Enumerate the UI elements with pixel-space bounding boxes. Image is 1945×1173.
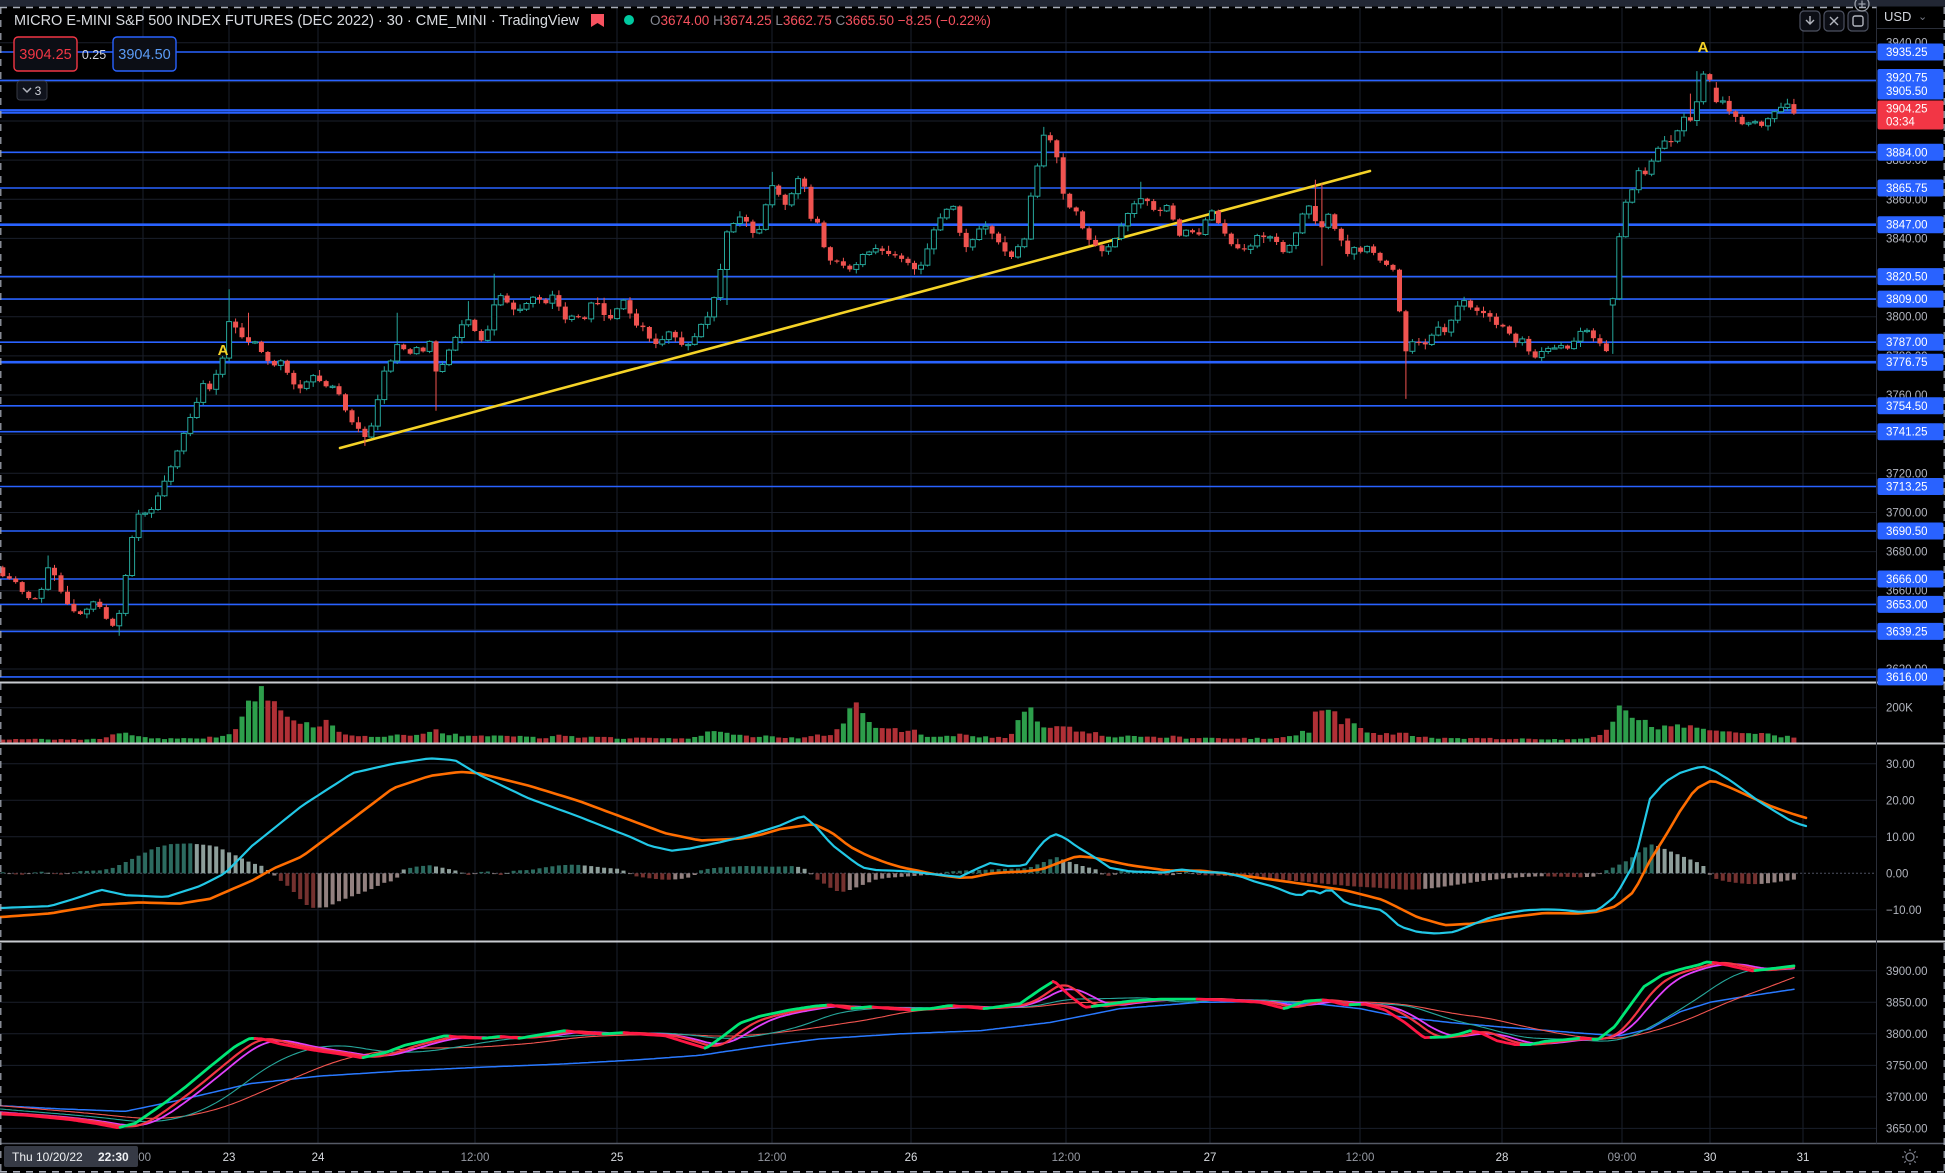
svg-text:3820.50: 3820.50 — [1886, 272, 1928, 284]
svg-text:−10.00: −10.00 — [1886, 905, 1922, 917]
svg-text:3750.00: 3750.00 — [1886, 1060, 1928, 1072]
svg-text:22:30: 22:30 — [98, 1150, 129, 1164]
svg-text:3860.00: 3860.00 — [1886, 194, 1928, 206]
svg-text:24: 24 — [312, 1152, 325, 1164]
svg-text:3884.00: 3884.00 — [1886, 147, 1928, 159]
svg-text:3904.25: 3904.25 — [19, 47, 71, 63]
svg-text:3776.75: 3776.75 — [1886, 357, 1928, 369]
svg-text:12:00: 12:00 — [1346, 1152, 1375, 1164]
svg-text:200K: 200K — [1886, 703, 1913, 715]
svg-text:23: 23 — [223, 1152, 236, 1164]
svg-text:12:00: 12:00 — [1052, 1152, 1081, 1164]
svg-text:3: 3 — [35, 84, 42, 98]
svg-text:3920.75: 3920.75 — [1886, 73, 1928, 85]
svg-text:28: 28 — [1496, 1152, 1509, 1164]
svg-text:27: 27 — [1204, 1152, 1217, 1164]
svg-text:3800.00: 3800.00 — [1886, 312, 1928, 324]
svg-text:30: 30 — [1704, 1152, 1717, 1164]
svg-text:3904.25: 3904.25 — [1886, 104, 1928, 116]
svg-text:3847.00: 3847.00 — [1886, 220, 1928, 232]
svg-text:MICRO E-MINI S&P 500 INDEX FUT: MICRO E-MINI S&P 500 INDEX FUTURES (DEC … — [14, 13, 580, 29]
svg-text:10.00: 10.00 — [1886, 832, 1915, 844]
svg-text:3935.25: 3935.25 — [1886, 47, 1928, 59]
svg-text:3800.00: 3800.00 — [1886, 1029, 1928, 1041]
svg-text:3660.00: 3660.00 — [1886, 586, 1928, 598]
svg-text:09:00: 09:00 — [1608, 1152, 1637, 1164]
svg-text:03:34: 03:34 — [1886, 117, 1915, 129]
svg-text:A: A — [1698, 39, 1709, 56]
svg-text:3700.00: 3700.00 — [1886, 1092, 1928, 1104]
svg-text:O3674.00 H3674.25 L3662.75 C36: O3674.00 H3674.25 L3662.75 C3665.50 −8.2… — [650, 13, 991, 28]
svg-text:3720.00: 3720.00 — [1886, 468, 1928, 480]
svg-text:12:00: 12:00 — [758, 1152, 787, 1164]
svg-text:3905.50: 3905.50 — [1886, 86, 1928, 98]
svg-text:12:00: 12:00 — [461, 1152, 490, 1164]
svg-text:3741.25: 3741.25 — [1886, 427, 1928, 439]
svg-text:3850.00: 3850.00 — [1886, 997, 1928, 1009]
svg-text:0.25: 0.25 — [82, 48, 106, 62]
svg-text:3900.00: 3900.00 — [1886, 966, 1928, 978]
svg-text:3700.00: 3700.00 — [1886, 508, 1928, 520]
svg-text:3650.00: 3650.00 — [1886, 1123, 1928, 1135]
svg-text:3754.50: 3754.50 — [1886, 401, 1928, 413]
svg-text::00: :00 — [135, 1152, 151, 1164]
svg-text:3653.00: 3653.00 — [1886, 599, 1928, 611]
svg-text:3690.50: 3690.50 — [1886, 526, 1928, 538]
svg-text:USD: USD — [1884, 9, 1911, 24]
svg-text:20.00: 20.00 — [1886, 795, 1915, 807]
svg-text:3680.00: 3680.00 — [1886, 547, 1928, 559]
svg-text:3865.75: 3865.75 — [1886, 183, 1928, 195]
svg-text:3787.00: 3787.00 — [1886, 337, 1928, 349]
svg-text:A: A — [218, 342, 229, 359]
svg-text:3809.00: 3809.00 — [1886, 294, 1928, 306]
svg-text:0.00: 0.00 — [1886, 868, 1908, 880]
svg-text:3840.00: 3840.00 — [1886, 233, 1928, 245]
svg-text:26: 26 — [905, 1152, 918, 1164]
svg-text:3666.00: 3666.00 — [1886, 574, 1928, 586]
svg-text:25: 25 — [611, 1152, 624, 1164]
svg-text:3639.25: 3639.25 — [1886, 626, 1928, 638]
svg-text:3713.25: 3713.25 — [1886, 482, 1928, 494]
svg-text:3616.00: 3616.00 — [1886, 672, 1928, 684]
svg-text:31: 31 — [1797, 1152, 1810, 1164]
svg-text:Thu 10/20/22: Thu 10/20/22 — [12, 1150, 83, 1164]
svg-text:30.00: 30.00 — [1886, 759, 1915, 771]
svg-text:3904.50: 3904.50 — [118, 47, 170, 63]
svg-text:⌄: ⌄ — [1918, 11, 1927, 23]
